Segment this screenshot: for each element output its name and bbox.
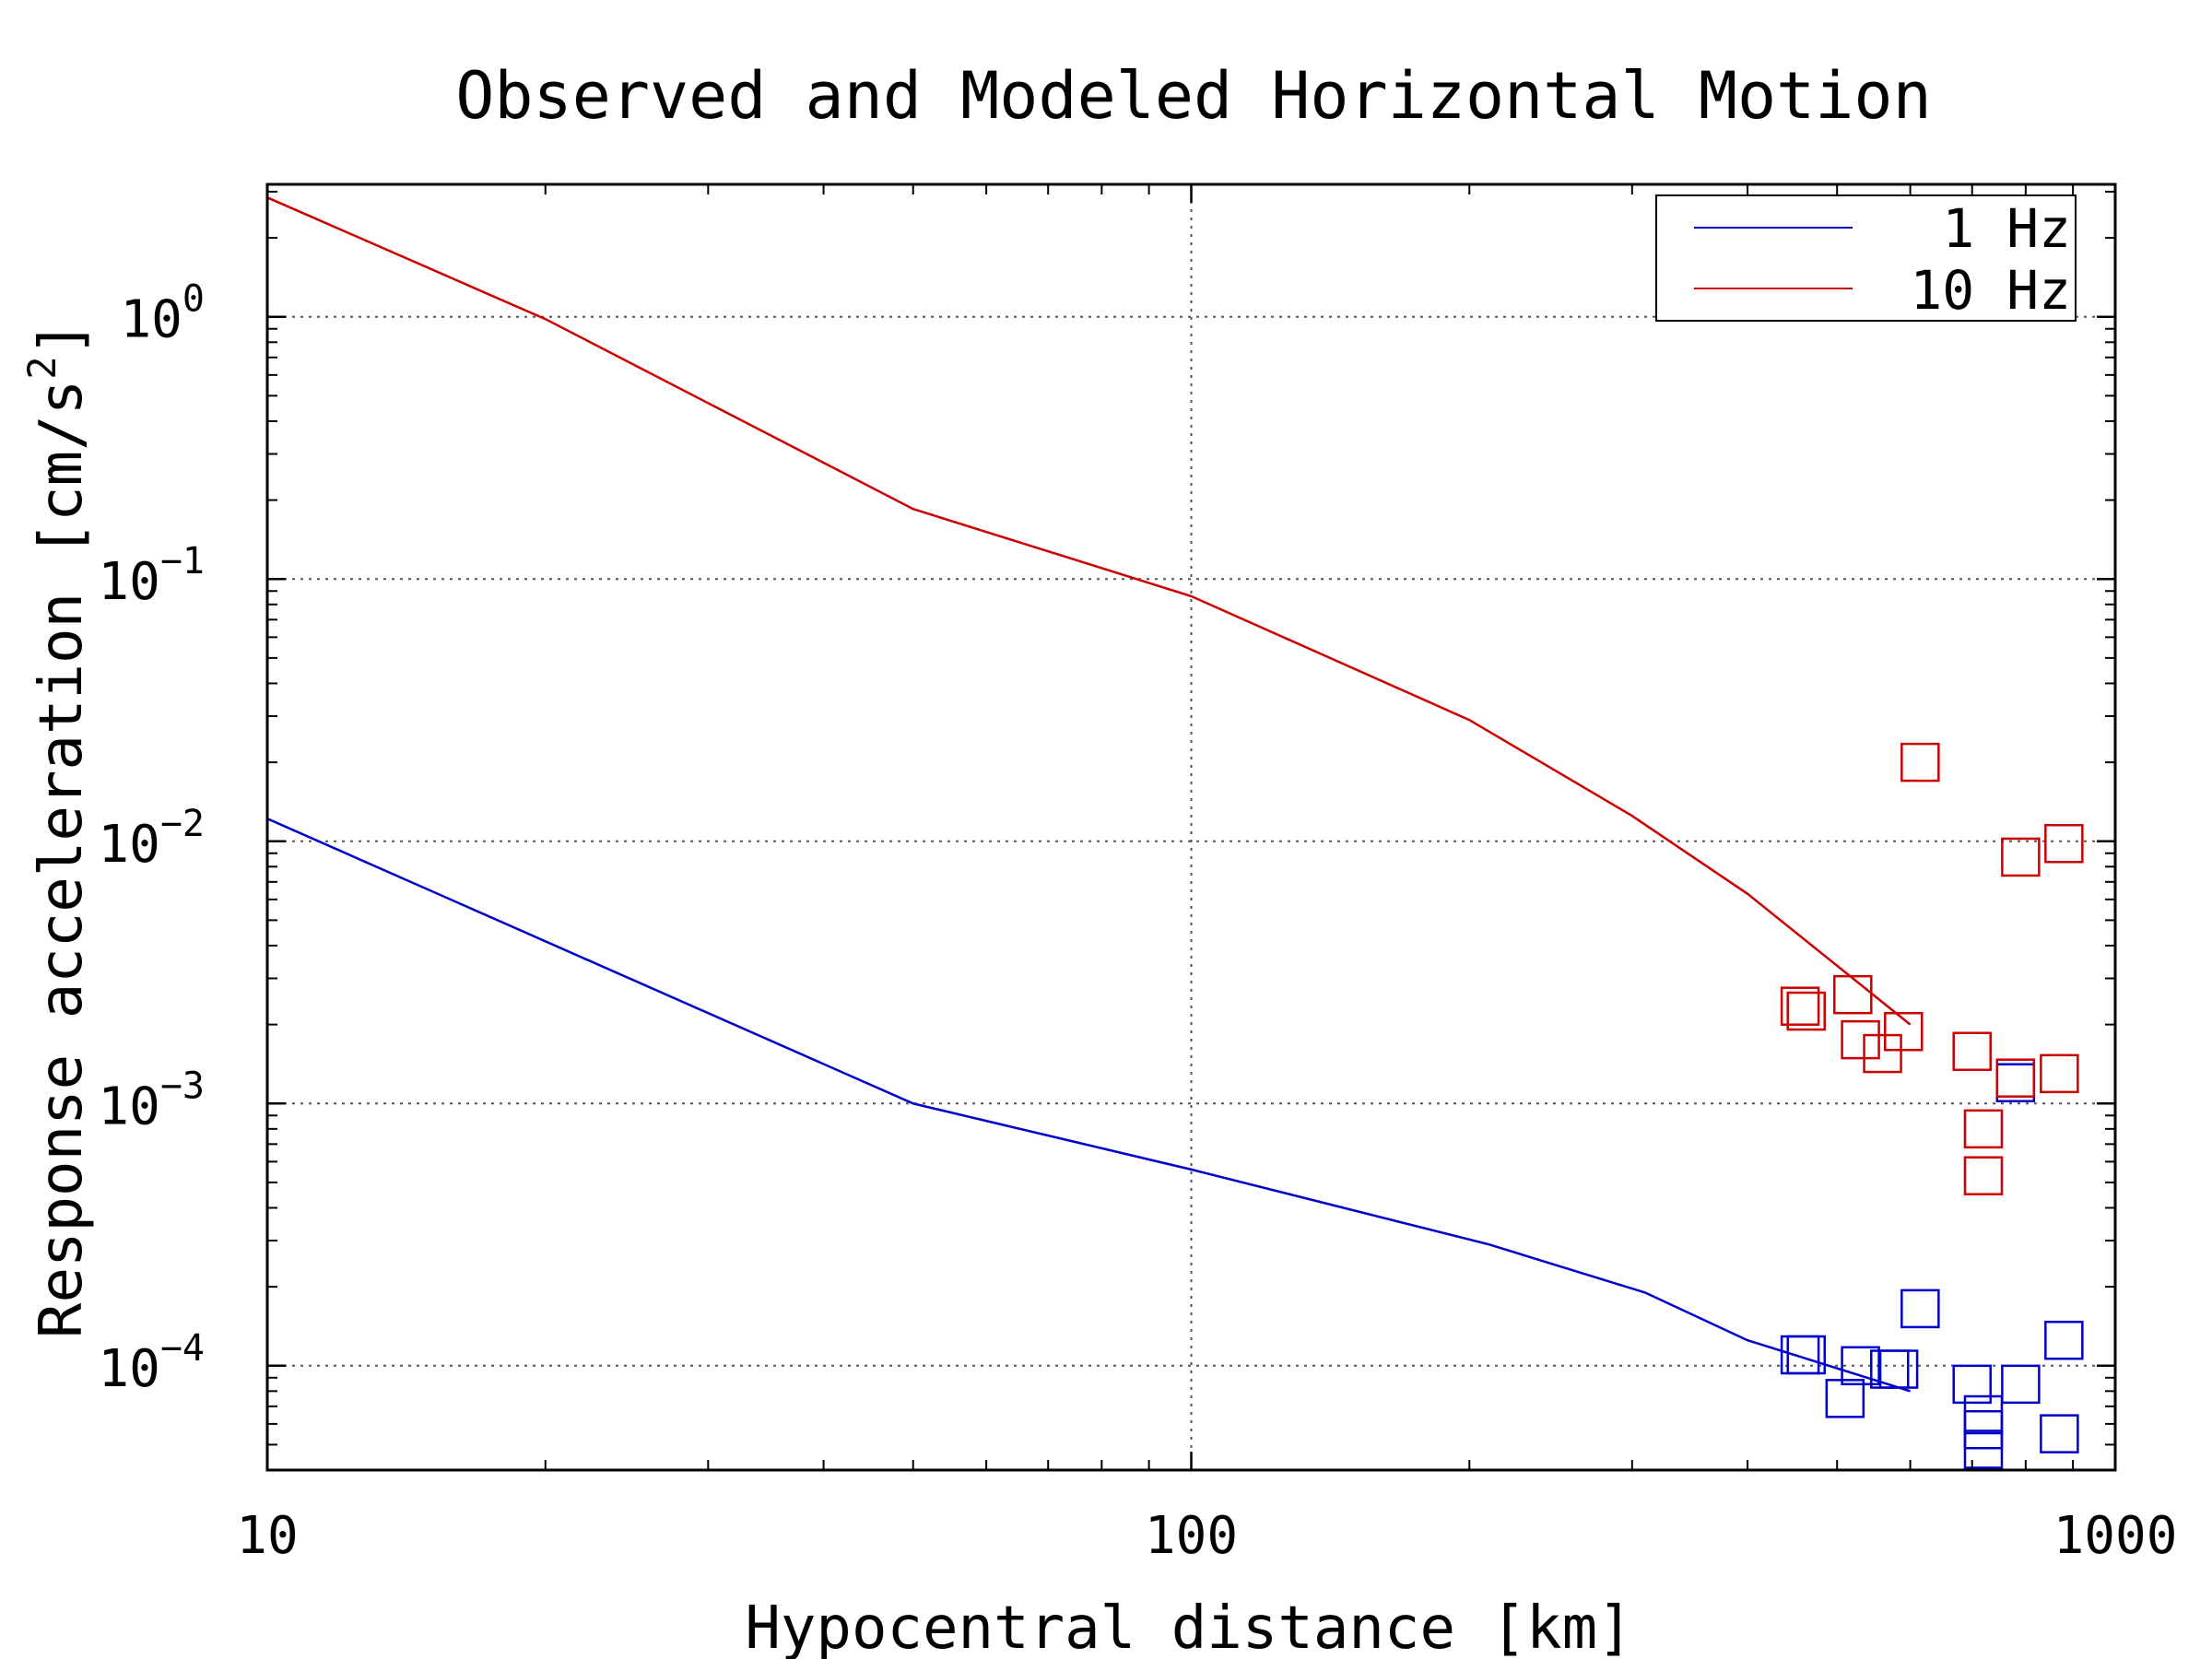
model-line-10hz	[266, 196, 1912, 1026]
observed-marker-10hz	[2001, 837, 2041, 877]
observed-marker-10hz	[1780, 986, 1820, 1026]
x-tick-label: 10	[236, 1506, 298, 1566]
y-axis-label-text: Response acceleration [cm/s	[28, 380, 96, 1338]
observed-marker-10hz	[2044, 823, 2084, 864]
observed-marker-1hz	[1786, 1335, 1826, 1375]
series-layer	[266, 196, 2084, 1469]
legend: 1 Hz 10 Hz	[1655, 194, 2077, 322]
y-axis-label-superscript: 2	[19, 356, 65, 379]
observed-marker-1hz	[2044, 1320, 2084, 1360]
observed-marker-1hz	[1841, 1346, 1880, 1386]
legend-label-1hz: 1 Hz	[1942, 197, 2071, 260]
legend-box	[1655, 194, 2077, 322]
model-line-1hz	[266, 818, 1911, 1393]
y-tick-label: 10−2	[98, 803, 205, 875]
x-axis-label: Hypocentral distance [km]	[745, 1594, 1632, 1659]
observed-marker-10hz	[1833, 974, 1873, 1015]
observed-marker-1hz	[2040, 1414, 2079, 1453]
ticks: 10 100 1000 100 10−1 10−2 10−3 10−4	[98, 184, 2177, 1566]
observed-marker-1hz	[2001, 1364, 2041, 1405]
observed-marker-1hz	[1952, 1364, 1992, 1405]
observed-marker-1hz	[1878, 1349, 1919, 1389]
observed-marker-1hz	[1900, 1288, 1940, 1329]
y-tick-label: 100	[120, 278, 205, 350]
x-tick-label: 1000	[2053, 1506, 2178, 1566]
observed-marker-1hz	[1963, 1430, 2004, 1469]
legend-label-10hz: 10 Hz	[1910, 259, 2071, 322]
observed-marker-10hz	[2040, 1053, 2079, 1094]
observed-marker-10hz	[1884, 1012, 1924, 1052]
y-tick-label: 10−4	[98, 1327, 205, 1399]
y-axis-label-close: ]	[28, 321, 96, 357]
observed-marker-10hz	[1841, 1019, 1880, 1060]
y-tick-label: 10−3	[98, 1065, 205, 1136]
observed-marker-1hz	[1825, 1379, 1865, 1418]
observed-marker-10hz	[1963, 1156, 2004, 1195]
observed-marker-10hz	[1900, 742, 1940, 782]
observed-marker-10hz	[1863, 1033, 1902, 1074]
observed-marker-10hz	[1952, 1031, 1992, 1071]
y-tick-label: 10−1	[98, 540, 205, 612]
plot-frame	[265, 182, 2117, 1472]
observed-marker-10hz	[1963, 1109, 2004, 1149]
x-tick-label: 100	[1145, 1506, 1238, 1566]
grid	[267, 184, 2115, 1470]
chart-title: Observed and Modeled Horizontal Motion	[455, 58, 1931, 134]
observed-marker-1hz	[1870, 1349, 1910, 1389]
observed-marker-10hz	[1995, 1058, 2036, 1098]
y-axis-label: Response acceleration [cm/s2]	[19, 321, 96, 1338]
observed-marker-10hz	[1786, 991, 1826, 1031]
